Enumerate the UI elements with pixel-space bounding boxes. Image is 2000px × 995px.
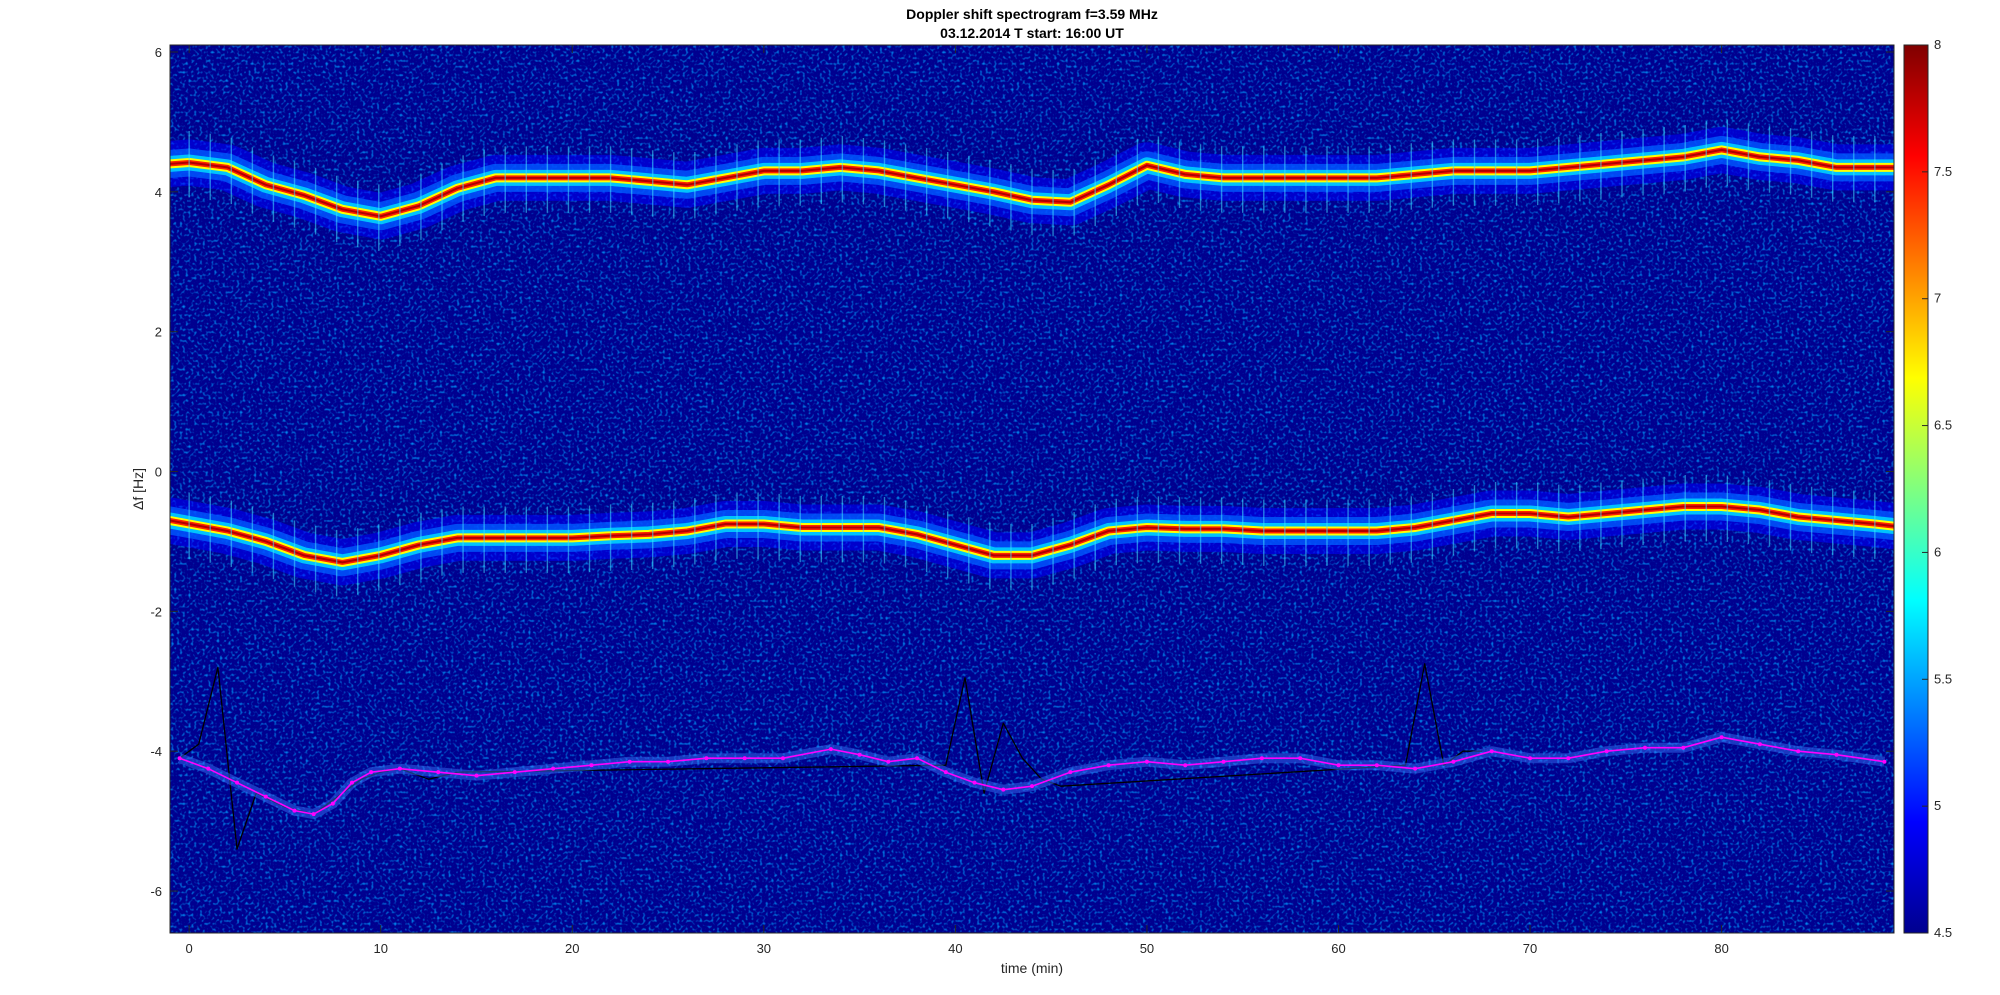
y-tick-label: -4: [150, 744, 162, 759]
y-tick-label: 2: [155, 325, 162, 340]
y-tick-label: 0: [155, 465, 162, 480]
trace-1-point: [1259, 756, 1264, 761]
trace-1-point: [1221, 759, 1226, 764]
trace-1-point: [1183, 763, 1188, 768]
y-tick-label: 4: [155, 185, 162, 200]
trace-1-point: [263, 794, 268, 799]
trace-1-point: [330, 801, 335, 806]
trace-1-point: [666, 759, 671, 764]
trace-1-point: [1336, 763, 1341, 768]
x-tick-label: 0: [186, 941, 193, 956]
trace-1-point: [1451, 759, 1456, 764]
trace-1-point: [972, 780, 977, 785]
colorbar-tick-label: 5.5: [1934, 671, 1952, 686]
trace-1-point: [177, 756, 182, 761]
trace-1-point: [1489, 749, 1494, 754]
trace-1-point: [206, 766, 211, 771]
trace-1-point: [1528, 756, 1533, 761]
x-axis: 0 10 20 30 40 50 60 70 80: [186, 45, 1729, 956]
plot-frame: [169, 44, 1895, 934]
colorbar: 4.5 5 5.5 6 6.5 7 7.5 8: [1903, 37, 1952, 940]
chart-subtitle: 03.12.2014 T start: 16:00 UT: [940, 25, 1124, 41]
colorbar-tick-label: 7: [1934, 291, 1941, 306]
trace-1-point: [1757, 742, 1762, 747]
trace-1-point: [1106, 763, 1111, 768]
y-tick-label: -6: [150, 884, 162, 899]
colorbar-tick-label: 4.5: [1934, 925, 1952, 940]
trace-1-point: [349, 780, 354, 785]
trace-2-line: [179, 663, 1483, 850]
trace-1-point: [1566, 756, 1571, 761]
y-axis: -6 -4 -2 0 2 4 6: [150, 45, 1894, 899]
trace-1-point: [1796, 749, 1801, 754]
trace-1-point: [857, 752, 862, 757]
trace-1-point: [397, 766, 402, 771]
y-tick-label: -2: [150, 604, 162, 619]
trace-1-point: [292, 808, 297, 813]
trace-1-point: [436, 770, 441, 775]
trace-1-point: [369, 770, 374, 775]
colorbar-tick-label: 6: [1934, 544, 1941, 559]
trace-1-point: [886, 759, 891, 764]
trace-1-point: [943, 770, 948, 775]
trace-1-point: [311, 812, 316, 817]
x-tick-label: 20: [565, 941, 579, 956]
trace-1-point: [551, 766, 556, 771]
trace-1-point: [1298, 756, 1303, 761]
trace-1-point: [1882, 759, 1887, 764]
plot-area: [170, 45, 1894, 933]
x-tick-label: 80: [1714, 941, 1728, 956]
trace-1-point: [1719, 735, 1724, 740]
trace-1-point: [742, 756, 747, 761]
trace-1-point: [589, 763, 594, 768]
trace-1-point: [828, 747, 833, 752]
colorbar-ticks: 4.5 5 5.5 6 6.5 7 7.5 8: [1922, 37, 1952, 940]
trace-1-point: [1068, 770, 1073, 775]
trace-1-line: [179, 736, 1885, 815]
trace-1: [177, 732, 1887, 820]
trace-1-point: [780, 756, 785, 761]
colorbar-tick-label: 6.5: [1934, 418, 1952, 433]
band-2: [170, 475, 1894, 597]
trace-1-point: [915, 756, 920, 761]
trace-1-point: [1642, 745, 1647, 750]
echo-bands: [170, 119, 1894, 597]
trace-series: [177, 663, 1887, 850]
trace-1-point: [1144, 759, 1149, 764]
y-tick-label: 6: [155, 45, 162, 60]
x-tick-label: 50: [1140, 941, 1154, 956]
trace-1-point: [512, 770, 517, 775]
colorbar-tick-label: 8: [1934, 37, 1941, 52]
trace-1-point: [627, 759, 632, 764]
trace-1-point: [1413, 766, 1418, 771]
trace-1-point: [474, 773, 479, 778]
x-tick-label: 60: [1331, 941, 1345, 956]
trace-1-point: [1681, 745, 1686, 750]
trace-1-point: [1604, 749, 1609, 754]
trace-1-point: [1030, 784, 1034, 789]
y-axis-label: Δf [Hz]: [130, 468, 146, 510]
chart-title: Doppler shift spectrogram f=3.59 MHz: [906, 6, 1158, 22]
x-tick-label: 70: [1523, 941, 1537, 956]
x-axis-label: time (min): [1001, 960, 1063, 976]
x-tick-label: 30: [757, 941, 771, 956]
trace-1-point: [1374, 763, 1379, 768]
trace-1-point: [235, 780, 240, 785]
band-1: [170, 119, 1894, 251]
colorbar-tick-label: 7.5: [1934, 164, 1952, 179]
trace-1-point: [1001, 787, 1006, 792]
trace-1-point: [704, 756, 709, 761]
colorbar-gradient: [1903, 44, 1929, 934]
trace-2: [179, 663, 1483, 850]
trace-1-point: [1834, 752, 1839, 757]
colorbar-tick-label: 5: [1934, 798, 1941, 813]
x-tick-label: 40: [948, 941, 962, 956]
x-tick-label: 10: [373, 941, 387, 956]
